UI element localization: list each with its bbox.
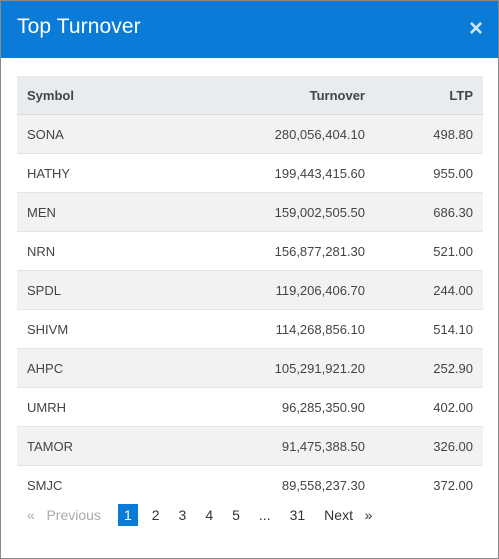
dialog-header: Top Turnover × — [1, 1, 498, 58]
table-row: TAMOR 91,475,388.50 326.00 — [17, 426, 483, 466]
cell-symbol: UMRH — [17, 387, 177, 427]
page-button-5[interactable]: 5 — [232, 507, 240, 523]
cell-ltp: 498.80 — [365, 114, 483, 154]
column-header-symbol[interactable]: Symbol — [17, 76, 177, 115]
cell-symbol: MEN — [17, 192, 177, 232]
cell-turnover: 199,443,415.60 — [177, 153, 365, 193]
cell-turnover: 119,206,406.70 — [177, 270, 365, 310]
cell-symbol: NRN — [17, 231, 177, 271]
table-row: SMJC 89,558,237.30 372.00 — [17, 465, 483, 504]
column-header-turnover[interactable]: Turnover — [177, 76, 365, 115]
column-header-ltp[interactable]: LTP — [365, 76, 483, 115]
close-icon[interactable]: × — [468, 15, 483, 42]
dialog-title: Top Turnover — [17, 15, 141, 38]
cell-symbol: TAMOR — [17, 426, 177, 466]
pagination: « Previous 1 2 3 4 5 ... 31 Next » — [27, 504, 386, 526]
cell-ltp: 326.00 — [365, 426, 483, 466]
cell-symbol: SHIVM — [17, 309, 177, 349]
table-row: HATHY 199,443,415.60 955.00 — [17, 153, 483, 193]
table-row: MEN 159,002,505.50 686.30 — [17, 192, 483, 232]
cell-turnover: 156,877,281.30 — [177, 231, 365, 271]
cell-ltp: 402.00 — [365, 387, 483, 427]
page-button-4[interactable]: 4 — [205, 507, 214, 523]
cell-ltp: 521.00 — [365, 231, 483, 271]
cell-ltp: 372.00 — [365, 465, 483, 504]
cell-symbol: SMJC — [17, 465, 177, 504]
cell-turnover: 280,056,404.10 — [177, 114, 365, 154]
cell-symbol: SONA — [17, 114, 177, 154]
table-header-row: Symbol Turnover LTP — [17, 76, 483, 115]
cell-turnover: 89,558,237.30 — [177, 465, 365, 504]
next-page-button[interactable]: Next » — [324, 507, 373, 523]
cell-turnover: 91,475,388.50 — [177, 426, 365, 466]
table-row: SHIVM 114,268,856.10 514.10 — [17, 309, 483, 349]
table-row: SPDL 119,206,406.70 244.00 — [17, 270, 483, 310]
cell-symbol: HATHY — [17, 153, 177, 193]
table-row: NRN 156,877,281.30 521.00 — [17, 231, 483, 271]
cell-symbol: SPDL — [17, 270, 177, 310]
cell-ltp: 252.90 — [365, 348, 483, 388]
page-button-2[interactable]: 2 — [151, 507, 160, 523]
turnover-table: Symbol Turnover LTP SONA 280,056,404.10 … — [17, 76, 483, 504]
cell-turnover: 96,285,350.90 — [177, 387, 365, 427]
table-row: AHPC 105,291,921.20 252.90 — [17, 348, 483, 388]
page-button-1[interactable]: 1 — [117, 504, 138, 526]
cell-ltp: 955.00 — [365, 153, 483, 193]
cell-turnover: 114,268,856.10 — [177, 309, 365, 349]
cell-ltp: 244.00 — [365, 270, 483, 310]
previous-page-button[interactable]: « Previous — [27, 507, 101, 523]
cell-ltp: 686.30 — [365, 192, 483, 232]
table-row: UMRH 96,285,350.90 402.00 — [17, 387, 483, 427]
cell-symbol: AHPC — [17, 348, 177, 388]
page-button-3[interactable]: 3 — [178, 507, 187, 523]
cell-turnover: 159,002,505.50 — [177, 192, 365, 232]
cell-ltp: 514.10 — [365, 309, 483, 349]
cell-turnover: 105,291,921.20 — [177, 348, 365, 388]
page-button-31[interactable]: 31 — [289, 507, 306, 523]
table-row: SONA 280,056,404.10 498.80 — [17, 114, 483, 154]
pagination-ellipsis: ... — [258, 507, 271, 523]
